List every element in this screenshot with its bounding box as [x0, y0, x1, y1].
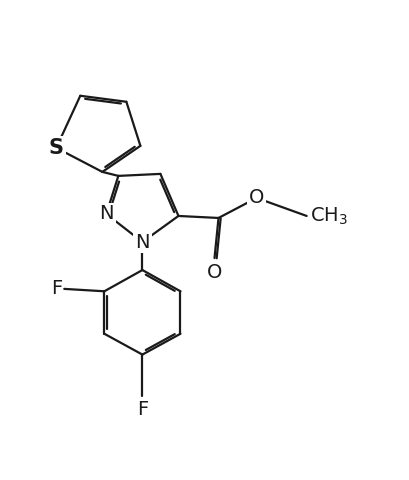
Text: N: N	[99, 204, 114, 224]
Text: O: O	[207, 263, 222, 282]
Text: O: O	[249, 189, 264, 207]
Text: S: S	[49, 138, 64, 158]
Text: CH$_3$: CH$_3$	[310, 205, 348, 227]
Text: N: N	[135, 232, 150, 252]
Text: F: F	[137, 400, 148, 419]
Text: F: F	[51, 279, 62, 299]
